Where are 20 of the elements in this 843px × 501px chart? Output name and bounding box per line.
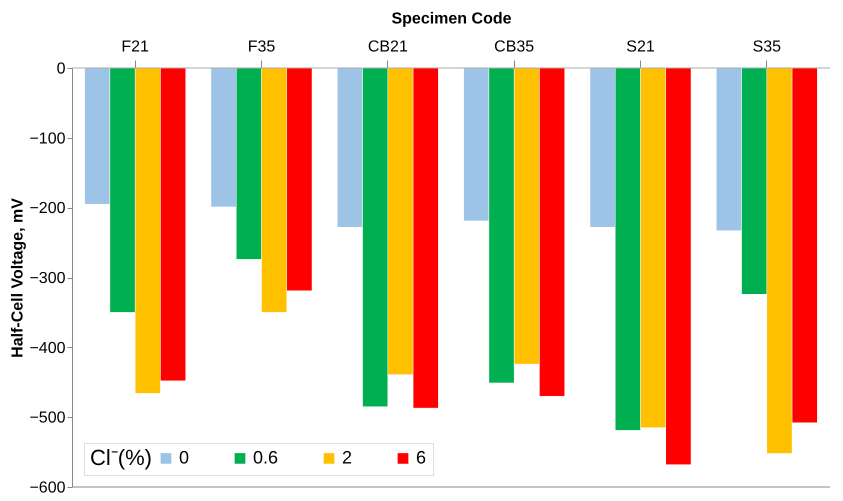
x-tick-label: S21 (626, 38, 655, 56)
y-tick-label: 0 (56, 60, 66, 78)
legend-label: 6 (416, 447, 426, 468)
x-tick-label: F21 (121, 38, 150, 56)
y-tick-label: −100 (29, 130, 66, 148)
x-axis-title: Specimen Code (391, 10, 512, 28)
x-tick-label: CB21 (368, 38, 408, 56)
y-axis-title: Half-Cell Voltage, mV (9, 198, 26, 358)
legend-title: Cl⁻(%) (90, 445, 152, 470)
x-tick-label: CB35 (494, 38, 534, 56)
y-tick-label: −400 (29, 340, 66, 357)
x-tick-label: S35 (752, 38, 782, 56)
y-tick-label: −200 (29, 200, 66, 218)
y-tick-label: −300 (29, 270, 66, 287)
y-tick-label: −600 (29, 480, 66, 496)
legend-label: 0 (179, 447, 190, 468)
y-tick-label: −500 (29, 410, 66, 427)
legend-label: 2 (342, 447, 352, 468)
x-tick-label: F35 (248, 38, 276, 56)
legend-label: 0.6 (253, 447, 278, 468)
